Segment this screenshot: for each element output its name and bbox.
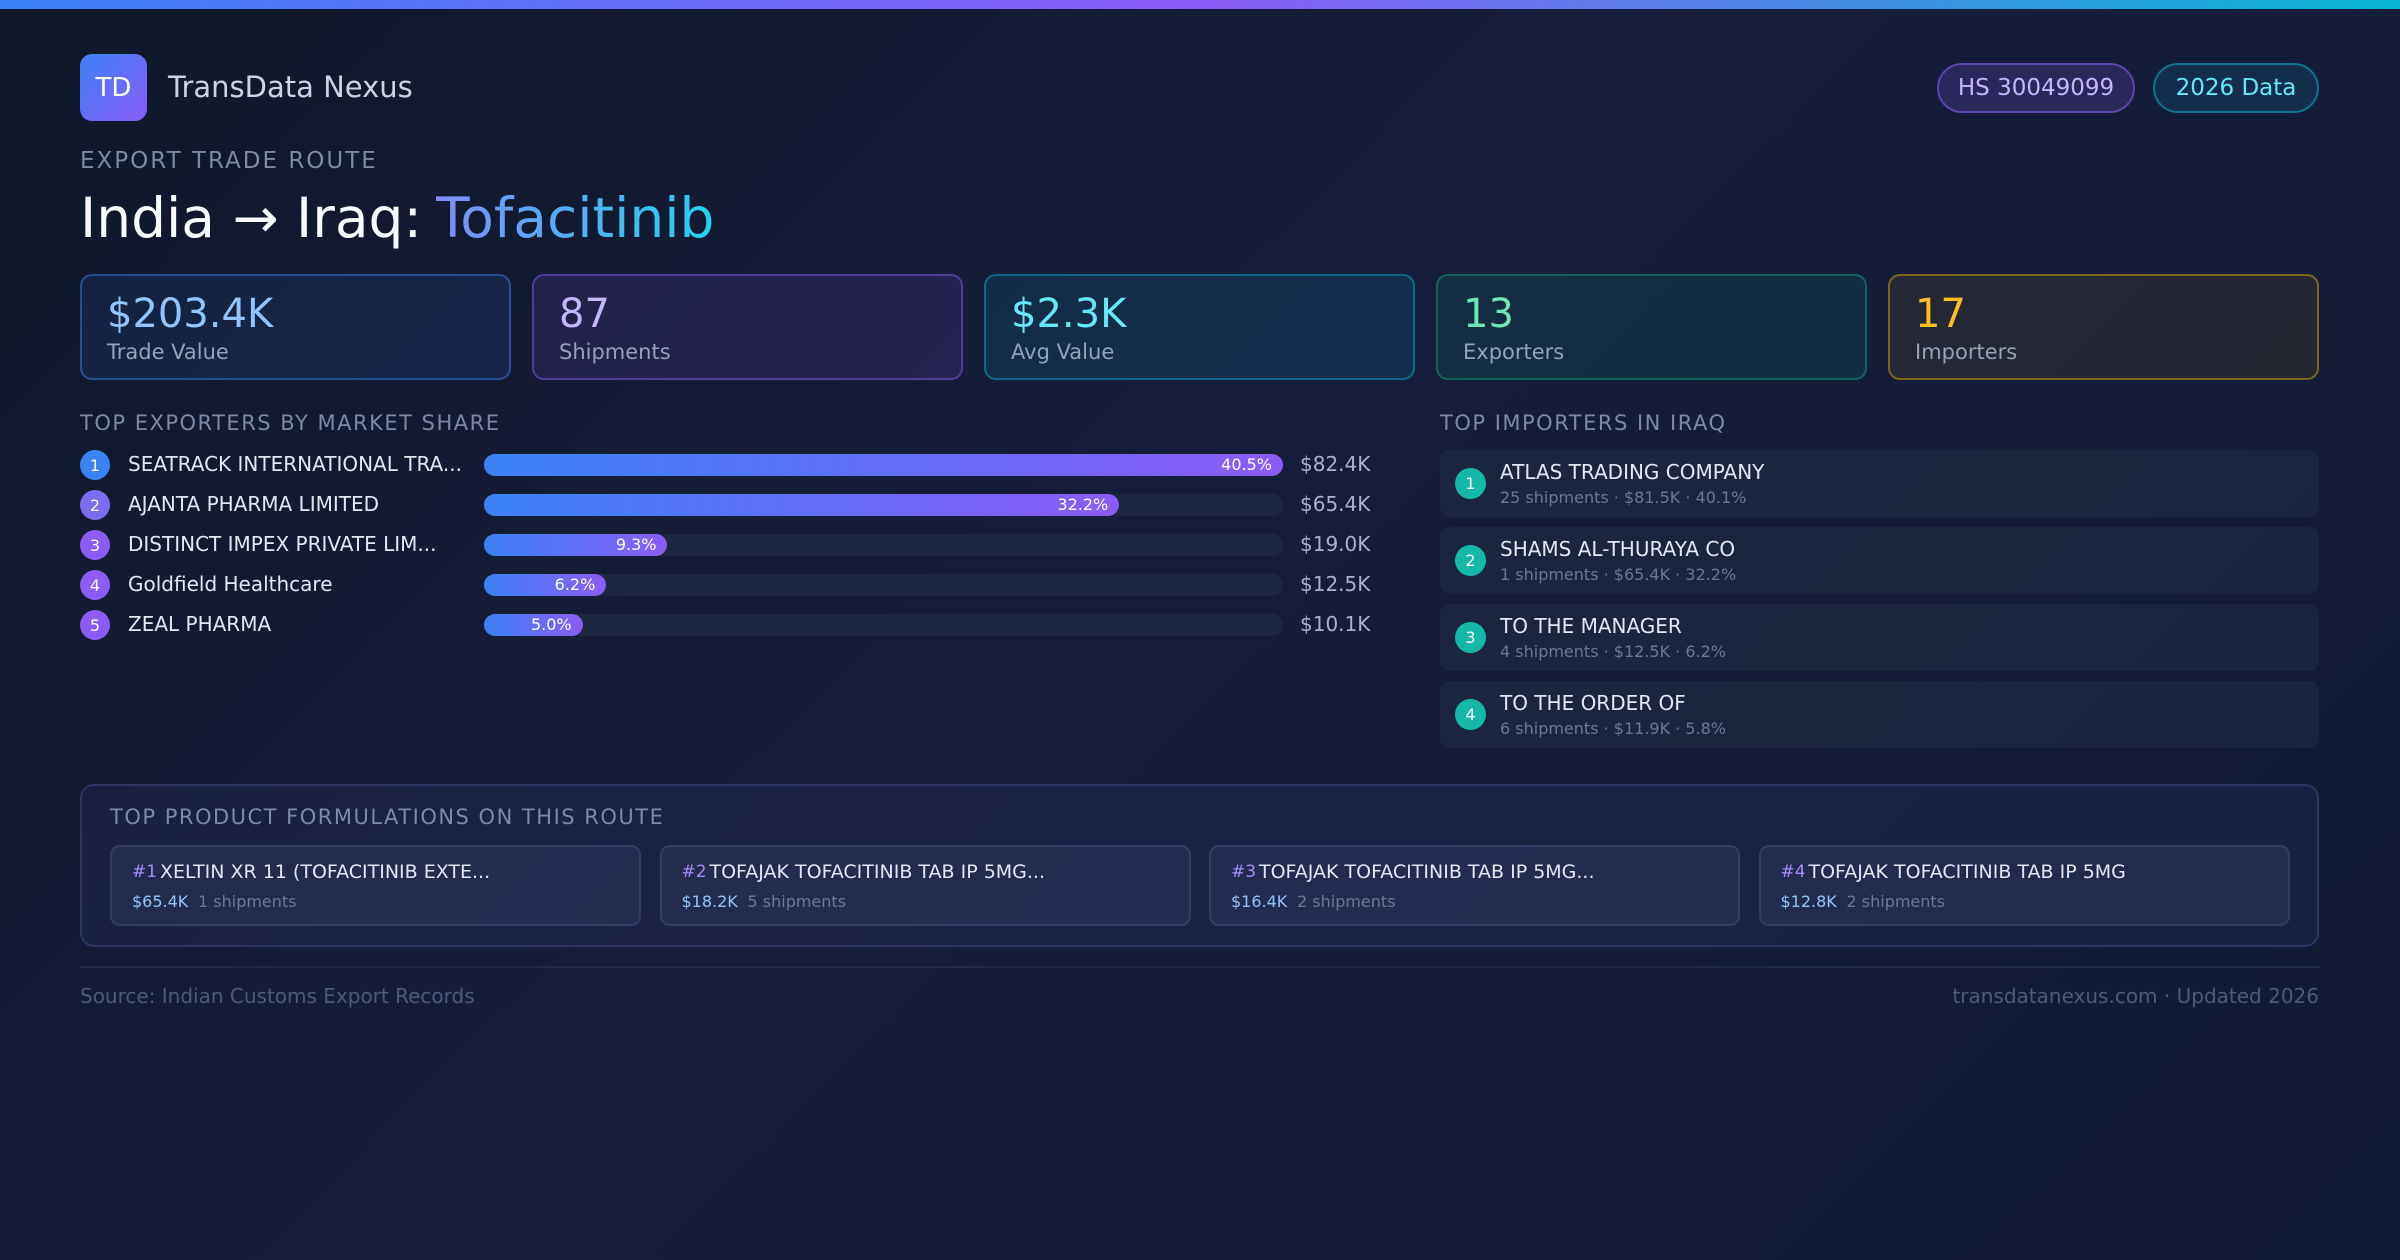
route-text: India → Iraq: xyxy=(80,186,423,250)
formulation-card: #4 TOFAJAK TOFACITINIB TAB IP 5MG $12.8K 2 … xyxy=(1758,845,2290,926)
year-badge: 2026 Data xyxy=(2153,63,2319,113)
rank-badge: 4 xyxy=(1455,699,1486,730)
formulation-shipments: 2 shipments xyxy=(1297,892,1396,911)
brand-name: TransData Nexus xyxy=(168,70,413,104)
section-title: TOP EXPORTERS BY MARKET SHARE xyxy=(80,411,501,435)
formulation-card: #1 XELTIN XR 11 (TOFACITINIB EXTE... $65.4… xyxy=(110,845,641,926)
stat-value: $2.3K xyxy=(1011,291,1127,337)
share-label: 6.2% xyxy=(554,575,596,594)
exporter-name: DISTINCT IMPEX PRIVATE LIM... xyxy=(128,532,437,556)
share-bar: 6.2% xyxy=(484,574,607,596)
rank-badge: 2 xyxy=(80,490,110,520)
bar-track: 40.5% xyxy=(484,454,1283,476)
formulation-name: TOFAJAK TOFACITINIB TAB IP 5MG... xyxy=(709,861,1046,883)
logo: TD xyxy=(80,54,147,121)
stat-label: Trade Value xyxy=(107,340,229,364)
importer-name: ATLAS TRADING COMPANY xyxy=(1500,460,1765,484)
stat-card: $2.3K Avg Value xyxy=(984,274,1415,380)
formulation-card: #2 TOFAJAK TOFACITINIB TAB IP 5MG... $18.2… xyxy=(659,845,1191,926)
product-name: Tofacitinib xyxy=(436,186,715,250)
formulation-rank: #1 xyxy=(132,862,158,882)
formulation-rank: #2 xyxy=(681,862,707,882)
rank-badge: 3 xyxy=(1455,622,1486,653)
divider xyxy=(80,966,2319,968)
importer-name: TO THE MANAGER xyxy=(1500,614,1682,638)
bar-track: 5.0% xyxy=(484,614,1283,636)
rank-badge: 4 xyxy=(80,570,110,600)
share-label: 40.5% xyxy=(1221,455,1272,474)
rank-badge: 2 xyxy=(1455,545,1486,576)
importer-name: TO THE ORDER OF xyxy=(1500,691,1686,715)
accent-bar xyxy=(0,0,2400,9)
exporter-value: $12.5K xyxy=(1300,572,1371,596)
stat-card: 13 Exporters xyxy=(1436,274,1867,380)
bar-track: 9.3% xyxy=(484,534,1283,556)
site-note: transdatanexus.com · Updated 2026 xyxy=(1952,984,2319,1008)
exporter-value: $82.4K xyxy=(1300,452,1371,476)
source-note: Source: Indian Customs Export Records xyxy=(80,984,475,1008)
bar-track: 6.2% xyxy=(484,574,1283,596)
exporter-value: $10.1K xyxy=(1300,612,1371,636)
formulation-value: $65.4K xyxy=(132,892,189,911)
hs-badge: HS 30049099 xyxy=(1937,63,2135,113)
stat-label: Shipments xyxy=(559,340,671,364)
formulation-name: XELTIN XR 11 (TOFACITINIB EXTE... xyxy=(160,861,491,883)
importer-card: 2 SHAMS AL-THURAYA CO 1 shipments · $65.4K… xyxy=(1440,527,2319,594)
importer-details: 1 shipments · $65.4K · 32.2% xyxy=(1500,565,1737,584)
route-title: India → Iraq: Tofacitinib xyxy=(80,186,714,250)
stat-card: 17 Importers xyxy=(1888,274,2319,380)
bar-track: 32.2% xyxy=(484,494,1283,516)
stat-label: Avg Value xyxy=(1011,340,1115,364)
share-label: 5.0% xyxy=(530,615,572,634)
importer-card: 3 TO THE MANAGER 4 shipments · $12.5K · 6.… xyxy=(1440,604,2319,671)
share-bar: 9.3% xyxy=(484,534,668,556)
section-title: TOP PRODUCT FORMULATIONS ON THIS ROUTE xyxy=(110,805,665,829)
stat-label: Exporters xyxy=(1463,340,1565,364)
share-label: 9.3% xyxy=(615,535,657,554)
formulation-name: TOFAJAK TOFACITINIB TAB IP 5MG... xyxy=(1259,861,1595,883)
exporter-value: $65.4K xyxy=(1300,492,1371,516)
section-title: TOP IMPORTERS IN IRAQ xyxy=(1440,411,1727,435)
formulation-name: TOFAJAK TOFACITINIB TAB IP 5MG xyxy=(1808,861,2126,883)
formulation-shipments: 1 shipments xyxy=(198,892,297,911)
formulation-value: $16.4K xyxy=(1231,892,1288,911)
stat-value: 17 xyxy=(1915,291,1966,337)
share-bar: 40.5% xyxy=(484,454,1283,476)
rank-badge: 1 xyxy=(80,450,110,480)
formulation-rank: #3 xyxy=(1231,862,1257,882)
stat-card: 87 Shipments xyxy=(532,274,963,380)
stat-label: Importers xyxy=(1915,340,2018,364)
formulation-value: $12.8K xyxy=(1780,892,1837,911)
stat-card: $203.4K Trade Value xyxy=(80,274,511,380)
importer-card: 4 TO THE ORDER OF 6 shipments · $11.9K · 5… xyxy=(1440,681,2319,748)
share-bar: 32.2% xyxy=(484,494,1120,516)
stat-value: 13 xyxy=(1463,291,1514,337)
importer-details: 4 shipments · $12.5K · 6.2% xyxy=(1500,642,1726,661)
formulation-value: $18.2K xyxy=(681,892,738,911)
eyebrow: EXPORT TRADE ROUTE xyxy=(80,148,378,174)
importer-details: 25 shipments · $81.5K · 40.1% xyxy=(1500,488,1747,507)
formulation-shipments: 5 shipments xyxy=(747,892,847,911)
stat-value: 87 xyxy=(559,291,610,337)
importer-details: 6 shipments · $11.9K · 5.8% xyxy=(1500,719,1726,738)
importer-name: SHAMS AL-THURAYA CO xyxy=(1500,537,1736,561)
formulation-rank: #4 xyxy=(1780,862,1806,882)
share-label: 32.2% xyxy=(1057,495,1109,514)
exporter-name: Goldfield Healthcare xyxy=(128,572,333,596)
exporter-name: AJANTA PHARMA LIMITED xyxy=(128,492,379,516)
exporter-value: $19.0K xyxy=(1300,532,1371,556)
stat-value: $203.4K xyxy=(107,291,274,337)
formulation-shipments: 2 shipments xyxy=(1846,892,1946,911)
formulation-card: #3 TOFAJAK TOFACITINIB TAB IP 5MG... $16.4… xyxy=(1209,845,1740,926)
exporter-name: ZEAL PHARMA xyxy=(128,612,272,636)
importer-card: 1 ATLAS TRADING COMPANY 25 shipments · $81… xyxy=(1440,450,2319,517)
rank-badge: 5 xyxy=(80,610,110,640)
rank-badge: 1 xyxy=(1455,468,1486,499)
share-bar: 5.0% xyxy=(484,614,583,636)
exporter-name: SEATRACK INTERNATIONAL TRA... xyxy=(128,452,462,476)
rank-badge: 3 xyxy=(80,530,110,560)
